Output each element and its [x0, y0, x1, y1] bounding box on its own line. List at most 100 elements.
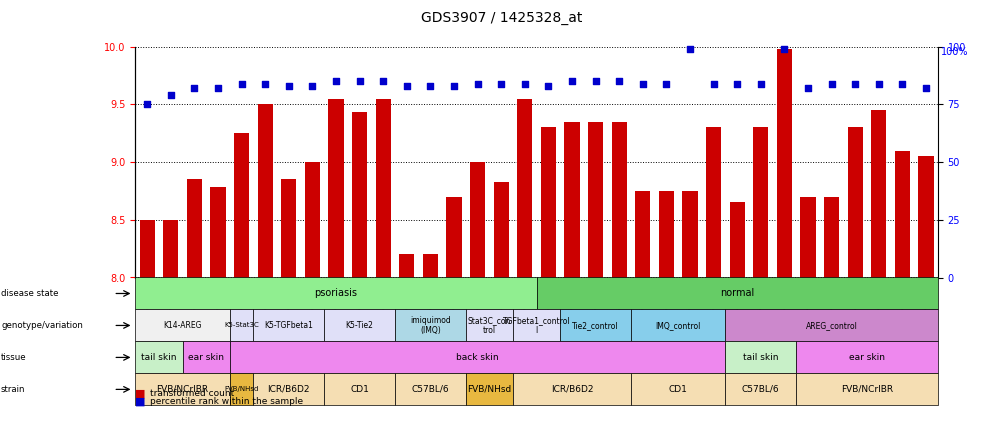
Bar	[823, 197, 839, 278]
Bar	[517, 99, 532, 278]
Text: FVB/NCrIBR: FVB/NCrIBR	[840, 385, 892, 394]
Point	[894, 80, 910, 87]
Point	[540, 82, 556, 89]
Point	[304, 82, 320, 89]
Bar	[753, 127, 768, 278]
Point	[587, 78, 603, 85]
Bar	[470, 162, 485, 278]
Point	[776, 45, 792, 52]
Text: ICR/B6D2: ICR/B6D2	[550, 385, 592, 394]
Bar	[871, 110, 886, 278]
Bar	[705, 127, 720, 278]
Bar	[446, 197, 461, 278]
Text: CD1: CD1	[350, 385, 369, 394]
Point	[209, 85, 225, 92]
Text: ear skin: ear skin	[188, 353, 224, 362]
Bar	[139, 220, 154, 278]
Bar	[281, 179, 297, 278]
Bar	[918, 156, 933, 278]
Text: K5-Stat3C: K5-Stat3C	[224, 322, 259, 329]
Bar	[800, 197, 815, 278]
Point	[728, 80, 744, 87]
Text: Stat3C_con
trol: Stat3C_con trol	[467, 316, 511, 335]
Point	[563, 78, 579, 85]
Text: strain: strain	[1, 385, 25, 394]
Text: genotype/variation: genotype/variation	[1, 321, 83, 330]
Bar	[894, 151, 909, 278]
Bar	[776, 49, 792, 278]
Point	[657, 80, 673, 87]
Point	[704, 80, 720, 87]
Text: ■: ■	[135, 396, 145, 406]
Text: ICR/B6D2: ICR/B6D2	[268, 385, 310, 394]
Point	[446, 82, 462, 89]
Text: K5-TGFbeta1: K5-TGFbeta1	[265, 321, 313, 330]
Bar	[305, 162, 320, 278]
Text: FVB/NHsd: FVB/NHsd	[467, 385, 511, 394]
Text: GDS3907 / 1425328_at: GDS3907 / 1425328_at	[421, 11, 581, 25]
Bar	[540, 127, 555, 278]
Text: normal: normal	[719, 289, 754, 298]
Point	[800, 85, 816, 92]
Text: tail skin: tail skin	[742, 353, 778, 362]
Bar	[186, 179, 201, 278]
Point	[753, 80, 769, 87]
Point	[469, 80, 485, 87]
Point	[375, 78, 391, 85]
Bar	[163, 220, 178, 278]
Bar	[352, 112, 367, 278]
Text: FVB/NHsd: FVB/NHsd	[224, 386, 259, 392]
Point	[681, 45, 697, 52]
Bar	[258, 104, 273, 278]
Bar	[233, 133, 249, 278]
Text: K14-AREG: K14-AREG	[163, 321, 201, 330]
Point	[870, 80, 886, 87]
Point	[847, 80, 863, 87]
Point	[233, 80, 249, 87]
Text: AREG_control: AREG_control	[805, 321, 857, 330]
Bar	[375, 99, 391, 278]
Text: C57BL/6: C57BL/6	[741, 385, 779, 394]
Point	[516, 80, 532, 87]
Point	[328, 78, 344, 85]
Text: CD1: CD1	[668, 385, 687, 394]
Point	[257, 80, 273, 87]
Point	[917, 85, 933, 92]
Text: C57BL/6: C57BL/6	[411, 385, 449, 394]
Bar	[728, 202, 744, 278]
Bar	[564, 122, 579, 278]
Text: imiquimod
(IMQ): imiquimod (IMQ)	[410, 316, 450, 335]
Text: tissue: tissue	[1, 353, 27, 362]
Text: ear skin: ear skin	[848, 353, 884, 362]
Bar	[634, 191, 650, 278]
Bar	[493, 182, 508, 278]
Point	[399, 82, 415, 89]
Text: psoriasis: psoriasis	[315, 289, 357, 298]
Point	[823, 80, 839, 87]
Point	[422, 82, 438, 89]
Bar	[587, 122, 602, 278]
Text: disease state: disease state	[1, 289, 58, 298]
Point	[352, 78, 368, 85]
Bar	[658, 191, 673, 278]
Text: K5-Tie2: K5-Tie2	[346, 321, 373, 330]
Point	[493, 80, 509, 87]
Text: percentile rank within the sample: percentile rank within the sample	[150, 397, 304, 406]
Text: transformed count: transformed count	[150, 389, 234, 398]
Bar	[399, 254, 414, 278]
Text: 100%: 100%	[940, 47, 967, 57]
Text: Tie2_control: Tie2_control	[572, 321, 618, 330]
Bar	[422, 254, 438, 278]
Bar	[847, 127, 862, 278]
Bar	[611, 122, 626, 278]
Text: back skin: back skin	[456, 353, 498, 362]
Point	[634, 80, 650, 87]
Text: FVB/NCrIBR: FVB/NCrIBR	[156, 385, 208, 394]
Point	[162, 91, 178, 99]
Bar	[210, 187, 225, 278]
Point	[139, 101, 155, 108]
Point	[281, 82, 297, 89]
Bar	[681, 191, 697, 278]
Text: IMQ_control: IMQ_control	[655, 321, 700, 330]
Bar	[328, 99, 344, 278]
